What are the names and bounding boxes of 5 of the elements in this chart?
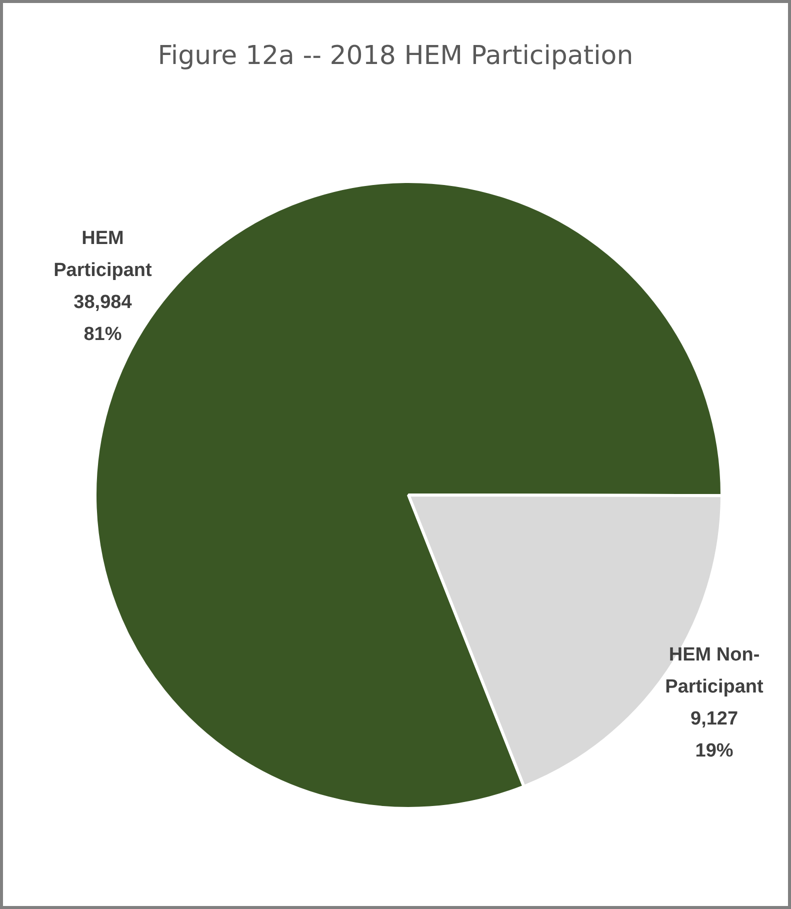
slice-label: HEM Non-Participant xyxy=(665,644,764,698)
data-label: 9,127 19% xyxy=(690,708,738,762)
slice-label: HEM Participant xyxy=(54,228,152,282)
data-label: 38,984 81% xyxy=(74,292,132,346)
chart-title: Figure 12a -- 2018 HEM Participation xyxy=(156,41,634,71)
